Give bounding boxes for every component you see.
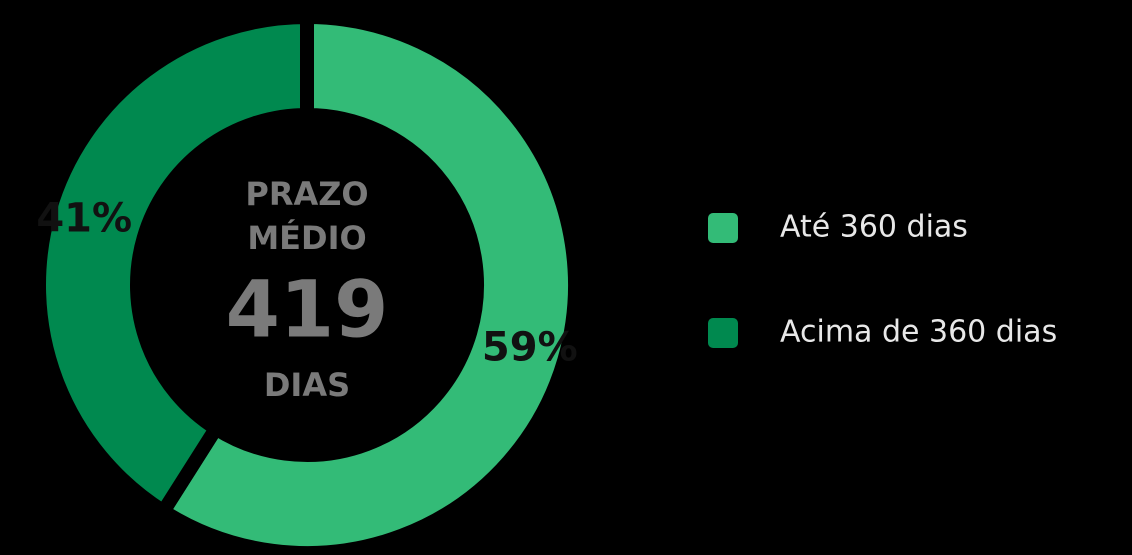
legend-label: Acima de 360 dias bbox=[780, 315, 1057, 350]
value-label: 59% bbox=[482, 325, 578, 371]
center-value: 419 bbox=[226, 265, 389, 355]
center-text: PRAZO bbox=[245, 175, 368, 213]
legend-swatch bbox=[708, 318, 738, 348]
center-text: MÉDIO bbox=[247, 219, 366, 257]
labels: 59% 41% bbox=[36, 195, 577, 370]
legend: Até 360 dias Acima de 360 dias bbox=[708, 210, 1057, 350]
center-unit: DIAS bbox=[264, 366, 350, 404]
slice bbox=[153, 9, 582, 555]
donut bbox=[32, 9, 582, 555]
legend-swatch bbox=[708, 213, 738, 243]
legend-label: Até 360 dias bbox=[780, 210, 968, 245]
value-label: 41% bbox=[36, 195, 132, 241]
slice bbox=[32, 9, 314, 521]
